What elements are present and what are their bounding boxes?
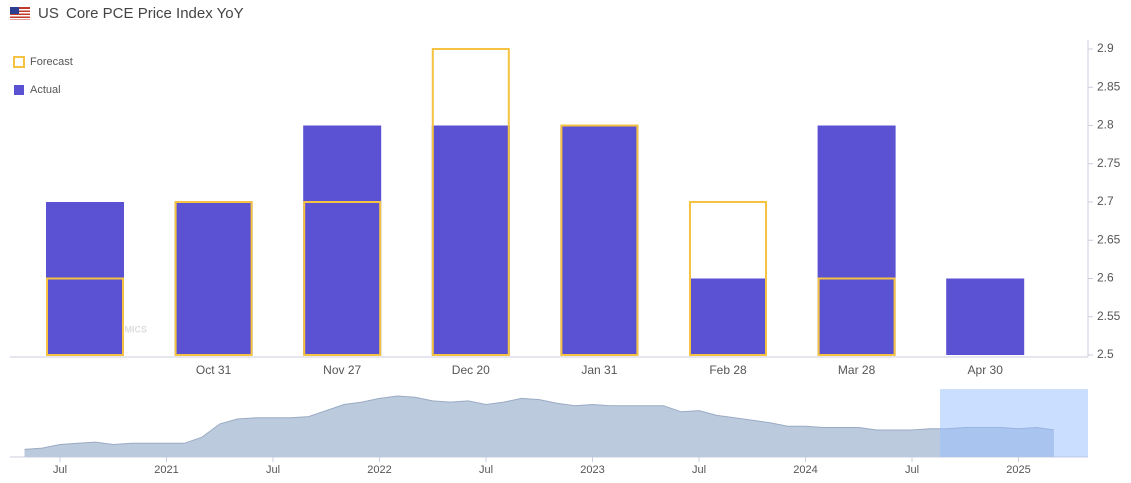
y-tick-label: 2.8 bbox=[1097, 118, 1114, 132]
forecast-bar bbox=[174, 201, 253, 356]
forecast-bar bbox=[817, 277, 896, 356]
country: US bbox=[38, 5, 59, 22]
legend-swatch bbox=[13, 56, 25, 68]
nav-area bbox=[24, 395, 1055, 450]
forecast-bar bbox=[560, 124, 639, 356]
forecast-bar bbox=[303, 201, 382, 356]
nav-tick-label: Jul bbox=[53, 464, 67, 476]
actual-bar bbox=[560, 125, 639, 355]
legend-swatch bbox=[14, 85, 24, 95]
y-tick-label: 2.9 bbox=[1097, 41, 1114, 55]
nav-area-fill bbox=[24, 396, 1054, 457]
x-tick-label: Dec 20 bbox=[452, 363, 490, 377]
y-tick-label: 2.5 bbox=[1097, 347, 1114, 361]
legend-label: Forecast bbox=[30, 56, 73, 68]
nav-tick-label: 2021 bbox=[154, 464, 178, 476]
y-tick-label: 2.65 bbox=[1097, 232, 1121, 246]
nav-tick-label: Jul bbox=[479, 464, 493, 476]
actual-bar bbox=[303, 125, 382, 355]
y-tick-label: 2.6 bbox=[1097, 271, 1114, 285]
actual-bar bbox=[946, 278, 1025, 355]
chart-title: Core PCE Price Index YoY bbox=[66, 5, 244, 22]
nav-tick-label: 2022 bbox=[367, 464, 391, 476]
x-tick-label: Oct 31 bbox=[196, 363, 232, 377]
x-tick-label: Feb 28 bbox=[709, 363, 747, 377]
nav-tick-label: 2024 bbox=[793, 464, 817, 476]
nav-tick-label: Jul bbox=[266, 464, 280, 476]
legend-label: Actual bbox=[30, 84, 61, 96]
nav-tick-label: Jul bbox=[905, 464, 919, 476]
y-tick-label: 2.7 bbox=[1097, 194, 1114, 208]
y-tick-label: 2.85 bbox=[1097, 79, 1121, 93]
actual-bar bbox=[174, 202, 253, 355]
nav-selection[interactable] bbox=[940, 389, 1088, 457]
x-tick-label: Apr 30 bbox=[968, 363, 1004, 377]
forecast-bar bbox=[46, 277, 124, 356]
flag bbox=[10, 7, 30, 20]
actual-bar bbox=[431, 125, 510, 355]
forecast-bar bbox=[431, 48, 510, 356]
nav-tick-label: 2025 bbox=[1006, 464, 1030, 476]
nav-tick-label: Jul bbox=[692, 464, 706, 476]
actual-bar bbox=[689, 278, 767, 355]
forecast-bar bbox=[689, 201, 767, 356]
x-tick-label: Nov 27 bbox=[323, 363, 361, 377]
x-tick-label: Jan 31 bbox=[581, 363, 617, 377]
nav-tick-label: 2023 bbox=[580, 464, 604, 476]
y-tick-label: 2.55 bbox=[1097, 309, 1121, 323]
y-tick-label: 2.75 bbox=[1097, 156, 1121, 170]
x-tick-label: Mar 28 bbox=[838, 363, 876, 377]
actual-bar bbox=[817, 125, 896, 355]
